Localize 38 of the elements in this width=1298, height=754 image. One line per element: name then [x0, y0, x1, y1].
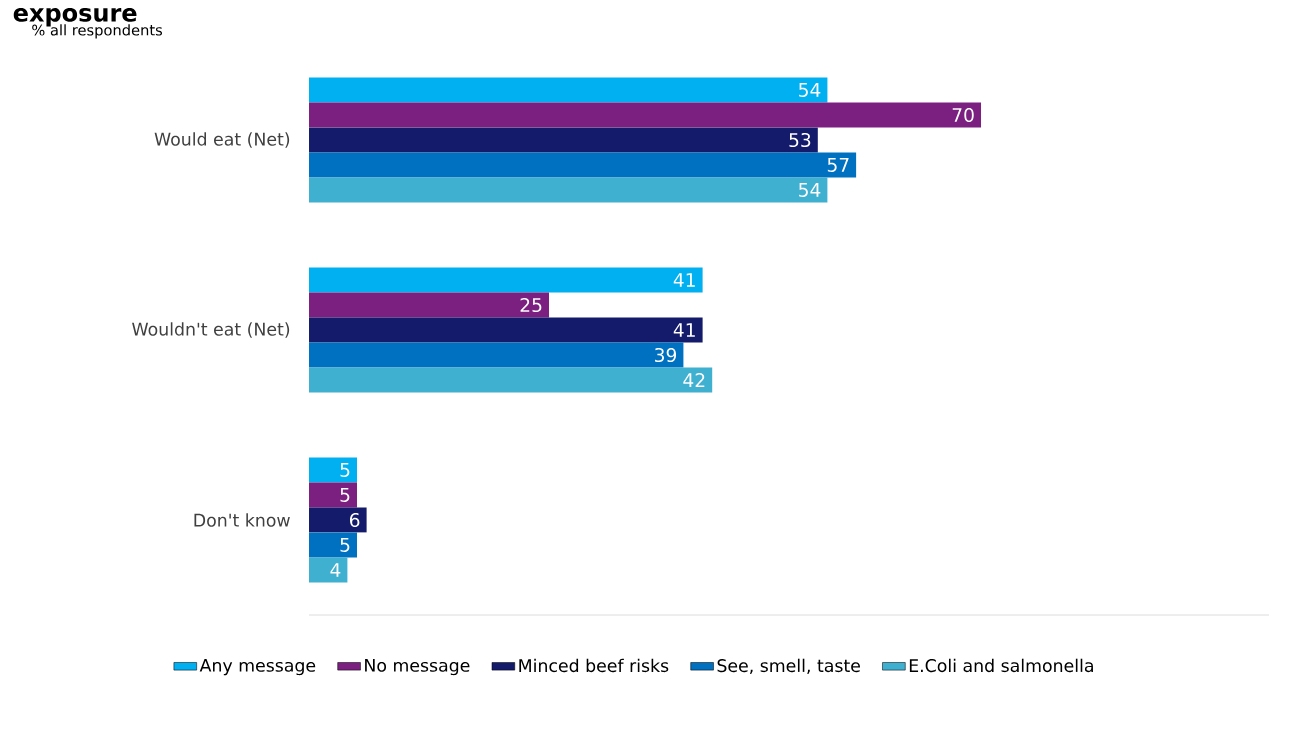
data-label: 54	[799, 83, 821, 97]
bar	[309, 557, 348, 583]
data-label: 42	[683, 373, 705, 387]
data-label: 54	[799, 183, 821, 197]
y-tick-label: Would eat (Net)	[154, 132, 290, 148]
data-label: 41	[673, 273, 695, 287]
bar	[309, 482, 357, 508]
legend-label: Minced beef risks	[519, 658, 669, 673]
bar	[309, 367, 713, 393]
y-tick-label: Don't know	[194, 513, 290, 527]
legend-label: Any message	[199, 658, 316, 676]
bar	[309, 127, 818, 153]
data-label: 4	[330, 563, 341, 577]
data-label: 5	[340, 463, 350, 477]
legend-label: E.Coli and salmonella	[909, 658, 1093, 673]
data-label: 41	[673, 323, 695, 337]
data-label: 39	[655, 347, 677, 363]
bar	[309, 77, 828, 103]
legend-label: See, smell, taste	[717, 658, 860, 674]
bar	[309, 177, 828, 203]
data-label: 6	[349, 512, 360, 528]
bar	[309, 532, 357, 558]
legend-label: No message	[365, 658, 470, 676]
bar	[309, 102, 982, 128]
bar	[309, 152, 857, 178]
data-label: 25	[520, 297, 542, 313]
data-label: 57	[827, 158, 849, 172]
bar	[309, 267, 703, 293]
data-label: 70	[952, 107, 974, 123]
bar	[309, 342, 684, 368]
bar	[309, 292, 550, 318]
data-label: 53	[789, 132, 811, 148]
bar	[309, 457, 357, 483]
bar	[309, 317, 703, 343]
bar	[309, 507, 367, 533]
y-tick-label: Wouldn't eat (Net)	[132, 322, 290, 338]
data-label: 5	[340, 538, 350, 552]
data-label: 5	[340, 488, 350, 502]
